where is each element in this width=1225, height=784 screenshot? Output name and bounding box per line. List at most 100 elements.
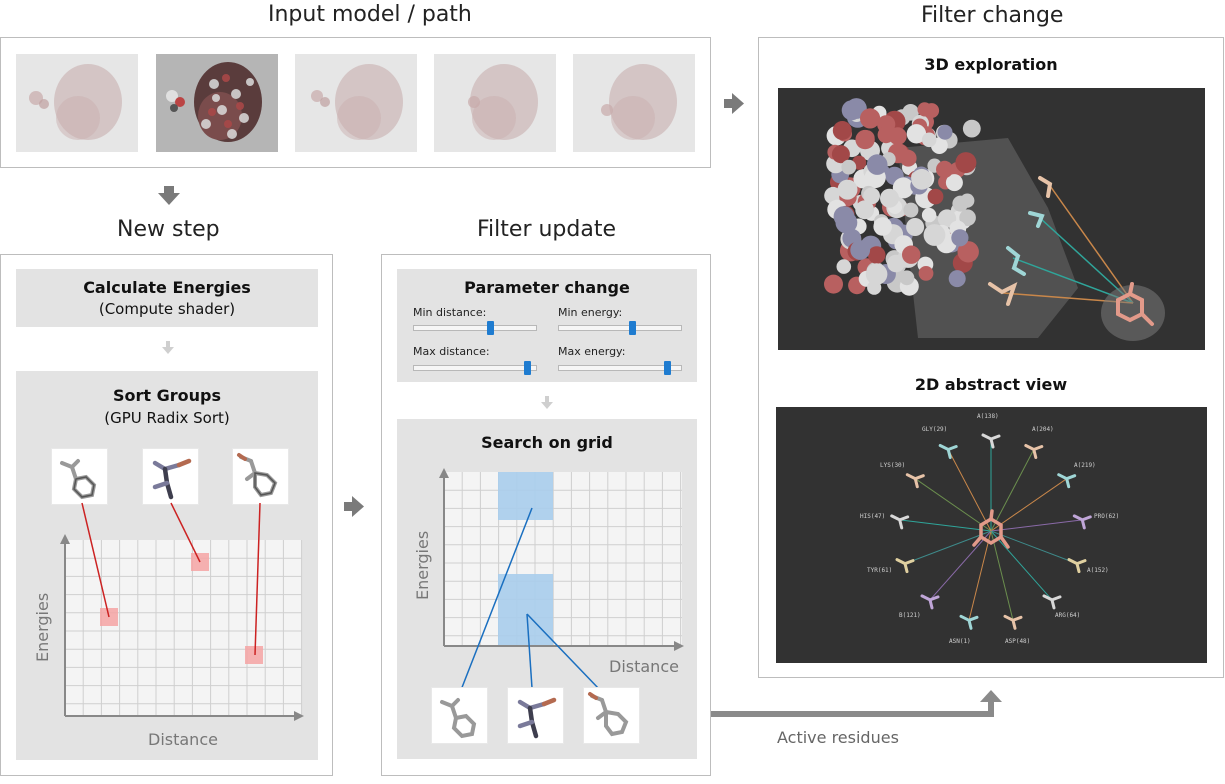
model-thumbnail-selected[interactable]: [156, 54, 278, 152]
molecule-icon: [237, 453, 278, 498]
highlight-cell: [245, 646, 263, 664]
sort-x-axis-label: Distance: [148, 730, 218, 749]
search-grid: [439, 468, 684, 651]
interaction-line: [929, 530, 992, 601]
protein-3d-render: [824, 98, 1165, 341]
input-model-frame: [0, 37, 711, 168]
calculate-energies-title: Calculate Energies: [83, 278, 251, 297]
residue-glyph: [1072, 514, 1092, 530]
active-residues-label: Active residues: [777, 728, 899, 747]
filter-change-frame: 3D exploration: [758, 37, 1224, 678]
sort-groups-title: Sort Groups: [112, 386, 221, 405]
3d-exploration-view[interactable]: [778, 88, 1205, 350]
molecule-icon: [588, 692, 629, 737]
interaction-line: [990, 449, 1035, 532]
arrow-right-icon: [344, 496, 364, 517]
connector-line: [526, 613, 601, 691]
central-ligand: [972, 509, 1010, 549]
filter-change-title: Filter change: [921, 3, 1064, 28]
model-thumbnail[interactable]: [573, 54, 695, 152]
parameter-change-title: Parameter change: [464, 278, 630, 297]
filter-update-title: Filter update: [477, 217, 616, 242]
active-residues-connector: [654, 690, 1002, 717]
slider-handle[interactable]: [486, 321, 494, 335]
slider-handle[interactable]: [524, 361, 532, 375]
residue-label: HIS(47): [860, 513, 886, 520]
max-energy-label: Max energy:: [558, 345, 626, 358]
residue-glyph: [905, 473, 925, 489]
residue-label: GLY(29): [922, 426, 948, 433]
search-x-axis-label: Distance: [609, 657, 679, 676]
min-energy-slider[interactable]: [558, 321, 682, 335]
sort-connectors: [81, 502, 261, 656]
x-axis: [444, 641, 684, 651]
small-arrow-down-icon: [162, 341, 174, 354]
residue-label: A(219): [1074, 462, 1096, 469]
sort-groups-grid: [60, 534, 304, 721]
protein-icon: [601, 64, 677, 140]
residue-label: ARG(64): [1055, 612, 1081, 619]
slider-handle[interactable]: [664, 361, 672, 375]
residue-label: A(204): [1032, 426, 1054, 433]
min-distance-label: Min distance:: [413, 306, 487, 319]
residue-thumbnail[interactable]: [233, 449, 288, 504]
molecule-icon: [517, 697, 557, 739]
connector-line: [254, 502, 261, 656]
residue-glyph: [1042, 594, 1062, 610]
2d-abstract-view[interactable]: A(138) A(204) A(219) PRO(62) A(152) ARG(64) AS…: [776, 407, 1207, 663]
interaction-line: [915, 478, 992, 532]
residue-glyph: [981, 433, 1001, 449]
interaction-line: [899, 519, 992, 532]
residue-label: ASN(1): [949, 638, 971, 645]
input-model-title: Input model / path: [268, 2, 472, 27]
compute-shader-label: (Compute shader): [98, 300, 236, 318]
parameter-change-box: Parameter change Min distance: Min energ…: [397, 269, 697, 382]
residue-glyph: [1024, 444, 1044, 459]
interaction-line: [990, 530, 1053, 601]
interaction-line: [990, 530, 1078, 565]
molecule-icon: [152, 458, 192, 500]
residue-thumbnail[interactable]: [432, 688, 487, 743]
residue-glyph: [895, 558, 915, 574]
residue-label: B(121): [899, 612, 921, 619]
residue-glyph: [1003, 614, 1023, 630]
model-thumbnail[interactable]: [295, 54, 417, 152]
residue-thumbnail[interactable]: [52, 449, 107, 504]
interaction-line: [990, 519, 1083, 532]
calculate-energies-box: Calculate Energies (Compute shader): [16, 269, 318, 327]
residue-glyph: [1057, 473, 1077, 489]
interaction-line: [990, 478, 1067, 532]
residue-glyph: [938, 444, 958, 459]
max-energy-slider[interactable]: [558, 361, 682, 375]
residue-glyph: [920, 594, 940, 610]
search-y-axis-label: Energies: [413, 530, 432, 600]
slider-handle[interactable]: [629, 321, 637, 335]
min-distance-slider[interactable]: [413, 321, 537, 335]
protein-icon: [29, 64, 122, 140]
residue-glyph: [1067, 558, 1087, 574]
residue-label: TYR(61): [867, 567, 893, 574]
search-on-grid-title: Search on grid: [481, 433, 613, 452]
protein-icon: [166, 62, 262, 142]
residue-thumbnail[interactable]: [508, 688, 563, 743]
molecule-icon: [440, 698, 477, 739]
arrow-right-icon: [724, 93, 744, 114]
residue-glyph: [959, 614, 979, 630]
residue-label: ASP(48): [1005, 638, 1031, 645]
model-thumbnail[interactable]: [16, 54, 138, 152]
residue-thumbnail[interactable]: [143, 449, 198, 504]
connector-line: [170, 502, 201, 563]
highlight-region: [498, 574, 553, 646]
grid-background: [65, 540, 302, 716]
highlight-region: [498, 472, 553, 520]
residue-thumbnail[interactable]: [584, 688, 639, 743]
max-distance-slider[interactable]: [413, 361, 537, 375]
gpu-radix-sort-label: (GPU Radix Sort): [104, 409, 230, 427]
x-axis: [65, 711, 304, 721]
residue-label: LYS(30): [880, 462, 906, 469]
connector-line: [460, 507, 533, 691]
connector-line: [81, 502, 110, 618]
model-thumbnail[interactable]: [434, 54, 556, 152]
sort-y-axis-label: Energies: [33, 592, 52, 662]
